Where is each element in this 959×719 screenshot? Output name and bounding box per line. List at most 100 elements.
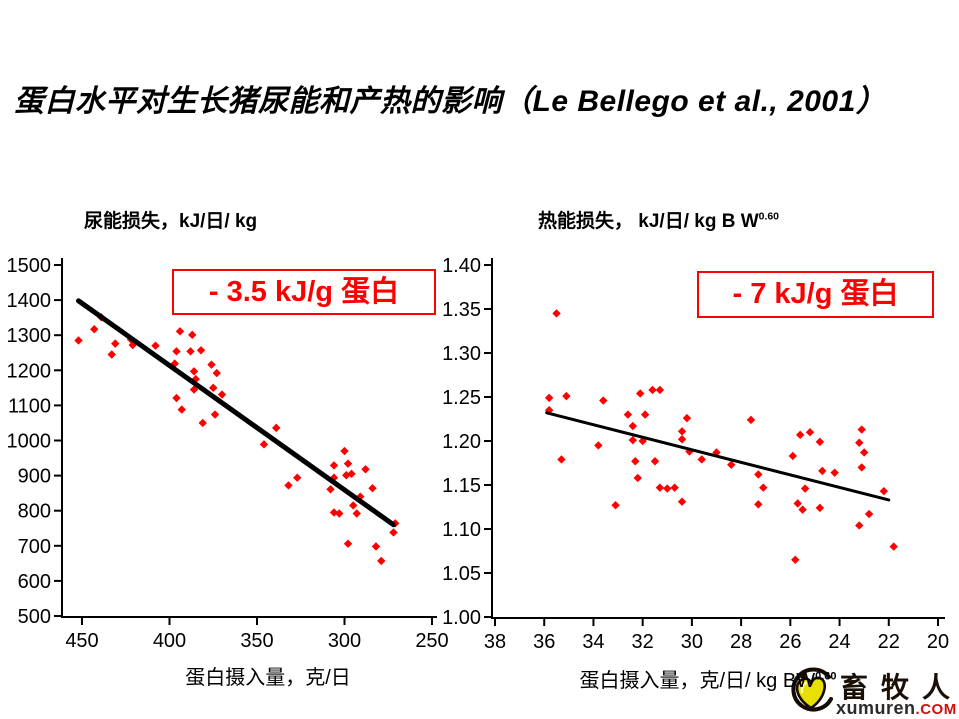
y-tick-label: 1400 bbox=[7, 290, 52, 312]
x-tick-label: 36 bbox=[533, 631, 555, 653]
scatter-point bbox=[189, 367, 199, 376]
scatter-point bbox=[611, 501, 620, 510]
scatter-point bbox=[864, 509, 874, 519]
trend-line bbox=[545, 411, 891, 502]
scatter-point bbox=[648, 385, 657, 395]
scatter-point bbox=[663, 484, 672, 493]
scatter-point bbox=[284, 481, 293, 490]
y-tick-label: 1.20 bbox=[442, 431, 481, 453]
right-xaxis-label: 蛋白摄入量，克/日/ kg BW0.60 bbox=[558, 664, 858, 693]
scatter-point bbox=[349, 501, 358, 510]
scatter-point bbox=[544, 393, 554, 403]
y-tick-label: 1.15 bbox=[442, 475, 481, 497]
scatter-point bbox=[754, 500, 763, 509]
scatter-point bbox=[361, 465, 370, 474]
logo-domain-line: xumuren.COM bbox=[836, 698, 957, 719]
scatter-point bbox=[697, 455, 706, 464]
scatter-point bbox=[727, 460, 736, 469]
logo-name: 畜牧人 bbox=[840, 672, 959, 703]
y-tick-label: 800 bbox=[18, 501, 51, 523]
scatter-point bbox=[685, 447, 694, 456]
slide-title: 蛋白水平对生长猪尿能和产热的影响（Le Bellego et al., 2001… bbox=[14, 85, 887, 118]
y-tick-label: 1.30 bbox=[442, 343, 481, 365]
scatter-point bbox=[212, 368, 221, 378]
y-tick-label: 1200 bbox=[7, 360, 52, 382]
scatter-point bbox=[544, 406, 554, 415]
y-tick-label: 1300 bbox=[7, 325, 52, 347]
scatter-point bbox=[329, 508, 339, 517]
scatter-point bbox=[800, 484, 810, 493]
x-tick-label: 38 bbox=[484, 631, 506, 653]
scatter-point bbox=[343, 539, 353, 548]
scatter-point bbox=[90, 325, 99, 334]
scatter-point bbox=[552, 309, 561, 318]
left-xaxis-label-text: 蛋白摄入量，克/日 bbox=[185, 667, 351, 689]
y-tick-label: 1.10 bbox=[442, 519, 481, 541]
scatter-point bbox=[793, 499, 802, 508]
y-tick-label: 700 bbox=[18, 536, 51, 558]
scatter-point bbox=[177, 405, 186, 414]
scatter-point bbox=[682, 413, 692, 423]
scatter-point bbox=[623, 410, 633, 419]
left-xaxis-label: 蛋白摄入量，克/日 bbox=[118, 661, 418, 690]
y-tick-label: 1.40 bbox=[442, 255, 481, 277]
left-chart-title: 尿能损失，kJ/日/ kg bbox=[84, 206, 257, 233]
scatter-point bbox=[788, 451, 797, 461]
scatter-point bbox=[815, 437, 825, 447]
y-tick-label: 1100 bbox=[8, 395, 51, 417]
scatter-point bbox=[759, 483, 768, 492]
y-tick-label: 500 bbox=[18, 606, 51, 628]
scatter-point bbox=[340, 446, 349, 456]
right-annotation-box: - 7 kJ/g 蛋白 bbox=[697, 271, 934, 318]
y-tick-label: 1.35 bbox=[442, 299, 481, 321]
x-tick-label: 22 bbox=[878, 631, 900, 653]
scatter-point bbox=[272, 423, 281, 433]
x-tick-label: 20 bbox=[927, 631, 949, 653]
scatter-point bbox=[347, 469, 356, 479]
scatter-point bbox=[151, 341, 160, 350]
scatter-point bbox=[855, 438, 864, 447]
scatter-point bbox=[857, 463, 866, 472]
scatter-point bbox=[188, 330, 197, 340]
right-chart-title-sup: 0.60 bbox=[758, 211, 779, 223]
scatter-point bbox=[74, 336, 83, 345]
x-tick-label: 450 bbox=[65, 630, 98, 652]
right-xaxis-label-text: 蛋白摄入量，克/日/ kg BW bbox=[579, 670, 816, 692]
logo-domain: xumuren bbox=[836, 698, 916, 718]
scatter-point bbox=[562, 391, 571, 401]
scatter-point bbox=[795, 430, 805, 440]
scatter-point bbox=[631, 457, 640, 466]
scatter-point bbox=[670, 483, 679, 492]
scatter-point bbox=[594, 441, 603, 450]
logo-tld: .COM bbox=[915, 701, 957, 718]
y-tick-label: 1.05 bbox=[442, 563, 481, 585]
scatter-point bbox=[636, 389, 645, 398]
y-tick-label: 1.25 bbox=[442, 387, 481, 409]
scatter-point bbox=[830, 468, 839, 477]
scatter-point bbox=[368, 484, 377, 493]
scatter-point bbox=[326, 485, 335, 494]
x-tick-label: 26 bbox=[779, 631, 801, 653]
scatter-point bbox=[855, 521, 864, 530]
scatter-point bbox=[371, 542, 381, 551]
scatter-point bbox=[650, 457, 660, 466]
scatter-point bbox=[128, 340, 137, 350]
scatter-point bbox=[677, 497, 687, 506]
scatter-point bbox=[633, 473, 642, 483]
scatter-point bbox=[798, 505, 807, 514]
scatter-point bbox=[210, 410, 220, 419]
trend-line bbox=[76, 298, 396, 528]
scatter-point bbox=[857, 425, 866, 434]
scatter-point bbox=[198, 418, 207, 428]
left-annotation-box: - 3.5 kJ/g 蛋白 bbox=[172, 269, 436, 315]
x-tick-label: 30 bbox=[681, 631, 703, 653]
scatter-point bbox=[879, 486, 889, 496]
scatter-point bbox=[655, 483, 665, 492]
scatter-point bbox=[343, 459, 353, 468]
scatter-point bbox=[640, 410, 650, 419]
x-tick-label: 250 bbox=[415, 630, 448, 652]
scatter-point bbox=[107, 350, 116, 359]
x-tick-label: 350 bbox=[240, 630, 273, 652]
scatter-point bbox=[175, 327, 185, 336]
